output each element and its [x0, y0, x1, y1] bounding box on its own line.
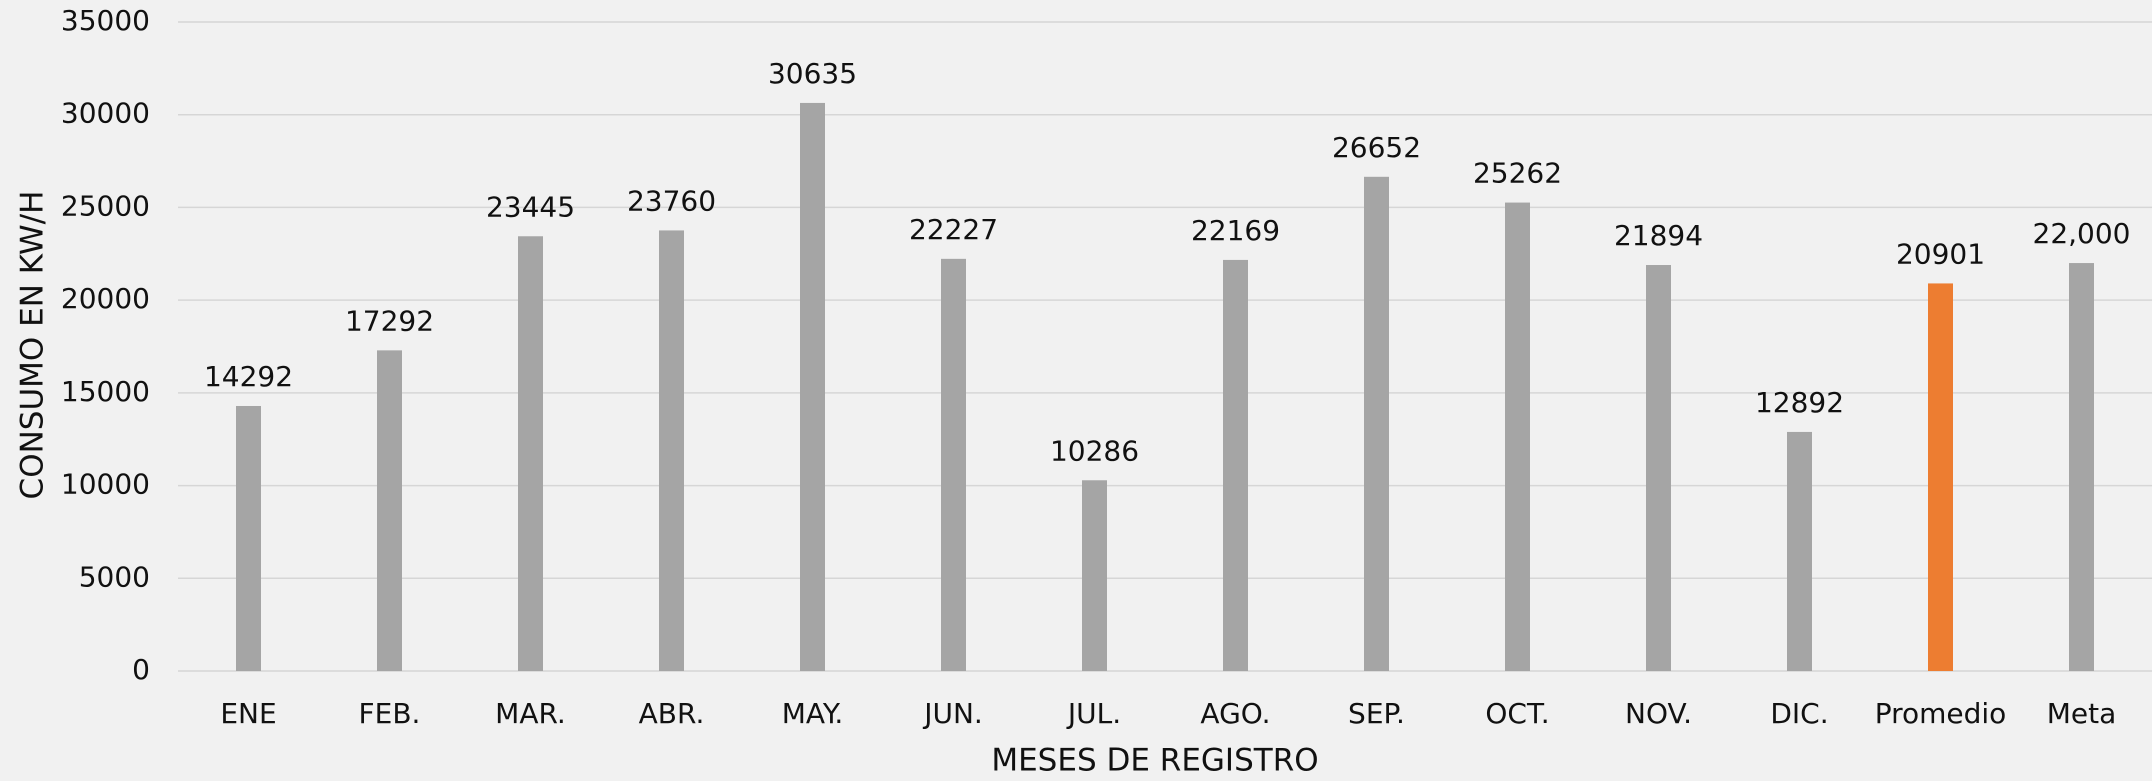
y-tick-label: 20000: [61, 282, 150, 315]
bar: [236, 405, 261, 671]
x-tick-label: MAY.: [782, 697, 843, 730]
x-tick-label: FEB.: [359, 697, 421, 730]
bar: [800, 102, 825, 671]
x-tick-label: JUL.: [1066, 697, 1121, 730]
data-label: 22,000: [2033, 217, 2131, 250]
bar: [659, 230, 684, 672]
data-label: 17292: [345, 304, 434, 337]
bar: [1928, 283, 1953, 671]
bar: [1787, 431, 1812, 671]
x-tick-label: AGO.: [1200, 697, 1270, 730]
data-label: 30635: [768, 57, 857, 90]
y-tick-label: 15000: [61, 375, 150, 408]
bar: [1082, 480, 1107, 671]
x-axis-title: MESES DE REGISTRO: [991, 743, 1318, 779]
y-tick-label: 5000: [79, 560, 150, 593]
bar: [1646, 265, 1671, 671]
x-tick-label: SEP.: [1348, 697, 1405, 730]
data-label: 23760: [627, 184, 716, 217]
bar: [1223, 259, 1248, 671]
y-tick-label: 10000: [61, 468, 150, 501]
bar: [1364, 176, 1389, 671]
bar: [377, 350, 402, 671]
x-tick-label: ABR.: [639, 697, 705, 730]
data-label: 22227: [909, 213, 998, 246]
bar: [2069, 263, 2094, 671]
data-label: 20901: [1896, 237, 1985, 270]
data-label: 26652: [1332, 131, 1421, 164]
x-tick-label: Meta: [2047, 697, 2117, 730]
x-tick-label: ENE: [220, 697, 276, 730]
x-tick-label: DIC.: [1770, 697, 1828, 730]
y-tick-label: 30000: [61, 97, 150, 130]
x-tick-label: JUN.: [922, 697, 983, 730]
y-axis-title: CONSUMO EN KW/H: [15, 191, 51, 500]
bar: [518, 236, 543, 672]
data-label: 10286: [1050, 434, 1139, 467]
x-tick-label: Promedio: [1875, 697, 2007, 730]
data-label: 25262: [1473, 157, 1562, 190]
data-label: 12892: [1755, 386, 1844, 419]
y-tick-label: 0: [132, 653, 150, 686]
x-tick-label: NOV.: [1625, 697, 1692, 730]
y-tick-label: 35000: [61, 4, 150, 37]
data-label: 22169: [1191, 214, 1280, 247]
y-tick-label: 25000: [61, 189, 150, 222]
x-tick-label: OCT.: [1485, 697, 1549, 730]
bar: [1505, 202, 1530, 671]
data-label: 21894: [1614, 219, 1703, 252]
data-label: 14292: [204, 360, 293, 393]
bar: [941, 258, 966, 671]
x-tick-label: MAR.: [495, 697, 566, 730]
data-label: 23445: [486, 190, 575, 223]
